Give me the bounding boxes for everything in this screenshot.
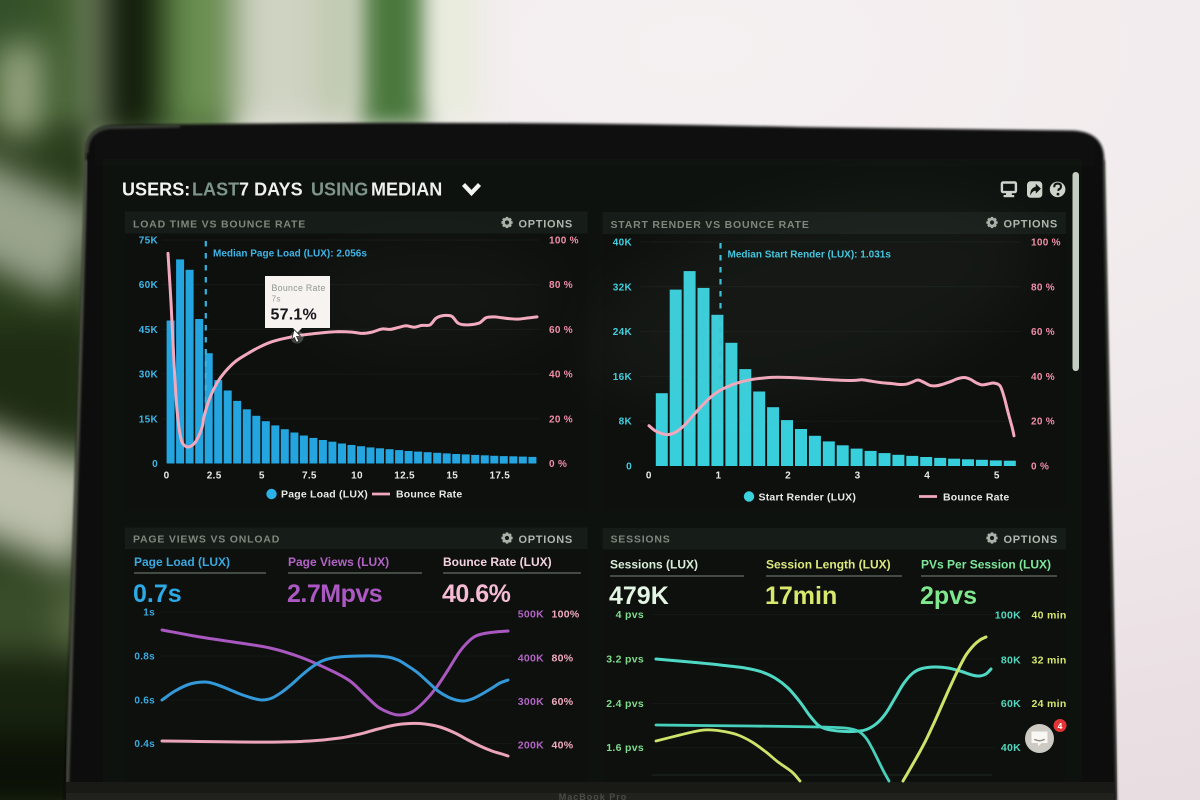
svg-text:60%: 60% xyxy=(552,696,574,708)
svg-text:1: 1 xyxy=(715,471,721,482)
svg-text:2.4 pvs: 2.4 pvs xyxy=(606,698,644,710)
svg-text:8K: 8K xyxy=(619,417,633,428)
svg-text:15K: 15K xyxy=(139,414,159,425)
svg-text:2.5: 2.5 xyxy=(207,471,222,482)
svg-text:OPTIONS: OPTIONS xyxy=(519,219,573,231)
svg-text:Median Page Load (LUX): 2.056s: Median Page Load (LUX): 2.056s xyxy=(213,249,367,260)
svg-text:80K: 80K xyxy=(1001,655,1021,667)
svg-text:40 %: 40 % xyxy=(549,370,573,381)
svg-text:100%: 100% xyxy=(552,609,580,621)
svg-text:7s: 7s xyxy=(272,295,281,304)
svg-text:0.8s: 0.8s xyxy=(134,652,155,663)
svg-text:PAGE VIEWS VS ONLOAD: PAGE VIEWS VS ONLOAD xyxy=(133,534,280,546)
svg-text:40.6%: 40.6% xyxy=(442,580,511,608)
svg-text:75K: 75K xyxy=(139,236,159,247)
svg-text:1.6 pvs: 1.6 pvs xyxy=(606,742,644,754)
svg-text:5: 5 xyxy=(259,471,265,482)
svg-text:Bounce Rate: Bounce Rate xyxy=(943,492,1009,504)
svg-text:60 %: 60 % xyxy=(549,325,573,336)
svg-text:4: 4 xyxy=(924,471,930,482)
svg-text:0 %: 0 % xyxy=(1031,462,1049,473)
svg-text:LOAD TIME VS BOUNCE RATE: LOAD TIME VS BOUNCE RATE xyxy=(133,219,306,231)
svg-text:100K: 100K xyxy=(995,610,1021,622)
svg-text:30K: 30K xyxy=(139,370,159,381)
svg-text:OPTIONS: OPTIONS xyxy=(519,534,573,546)
svg-text:Start Render (LUX): Start Render (LUX) xyxy=(759,492,857,504)
svg-text:0.4s: 0.4s xyxy=(134,739,155,750)
svg-text:60 %: 60 % xyxy=(1031,327,1055,338)
svg-text:7.5: 7.5 xyxy=(302,471,317,482)
svg-text:57.1%: 57.1% xyxy=(271,307,317,324)
svg-text:3: 3 xyxy=(855,471,861,482)
svg-text:2.7Mpvs: 2.7Mpvs xyxy=(287,580,382,608)
svg-text:1s: 1s xyxy=(143,608,155,619)
svg-text:40K: 40K xyxy=(1001,742,1021,754)
svg-text:17.5: 17.5 xyxy=(489,471,510,482)
svg-text:Page Views (LUX): Page Views (LUX) xyxy=(288,555,389,569)
svg-text:5: 5 xyxy=(994,471,1000,482)
svg-text:400K: 400K xyxy=(518,653,544,665)
svg-text:0 %: 0 % xyxy=(549,459,567,470)
svg-text:OPTIONS: OPTIONS xyxy=(1004,534,1058,546)
svg-text:SESSIONS: SESSIONS xyxy=(611,534,671,546)
svg-text:0.7s: 0.7s xyxy=(133,580,182,608)
svg-text:40K: 40K xyxy=(613,238,633,249)
svg-text:0: 0 xyxy=(164,471,170,482)
svg-text:Page Load (LUX): Page Load (LUX) xyxy=(281,489,368,501)
svg-text:100 %: 100 % xyxy=(1031,238,1061,249)
svg-text:Sessions (LUX): Sessions (LUX) xyxy=(610,558,698,572)
svg-text:20 %: 20 % xyxy=(1031,417,1055,428)
svg-text:PVs Per Session (LUX): PVs Per Session (LUX) xyxy=(921,558,1051,572)
svg-text:15: 15 xyxy=(446,471,458,482)
svg-text:20 %: 20 % xyxy=(549,414,573,425)
svg-text:10: 10 xyxy=(351,471,363,482)
svg-text:300K: 300K xyxy=(518,696,544,708)
svg-text:24 min: 24 min xyxy=(1032,698,1067,710)
svg-text:500K: 500K xyxy=(518,609,544,621)
svg-text:Bounce Rate: Bounce Rate xyxy=(396,489,462,501)
svg-text:MacBook Pro: MacBook Pro xyxy=(559,792,628,800)
svg-text:80%: 80% xyxy=(552,653,574,665)
svg-text:4: 4 xyxy=(1058,721,1063,731)
svg-text:0: 0 xyxy=(152,459,158,470)
svg-text:0.6s: 0.6s xyxy=(134,696,155,707)
svg-text:Bounce Rate (LUX): Bounce Rate (LUX) xyxy=(443,555,552,569)
svg-text:2pvs: 2pvs xyxy=(920,582,977,610)
svg-text:12.5: 12.5 xyxy=(394,471,415,482)
svg-text:200K: 200K xyxy=(518,740,544,752)
svg-text:0: 0 xyxy=(626,462,632,473)
svg-text:4 pvs: 4 pvs xyxy=(616,609,644,621)
svg-text:Session Length (LUX): Session Length (LUX) xyxy=(766,558,891,572)
svg-text:17min: 17min xyxy=(765,582,837,610)
svg-text:40 %: 40 % xyxy=(1031,372,1055,383)
svg-text:80 %: 80 % xyxy=(549,280,573,291)
svg-text:0: 0 xyxy=(646,471,652,482)
svg-text:Bounce Rate: Bounce Rate xyxy=(272,283,326,293)
svg-text:100 %: 100 % xyxy=(549,236,579,247)
svg-text:32 min: 32 min xyxy=(1032,655,1067,667)
svg-text:60K: 60K xyxy=(139,280,159,291)
svg-text:3.2 pvs: 3.2 pvs xyxy=(606,654,644,666)
svg-text:45K: 45K xyxy=(139,325,159,336)
svg-text:2: 2 xyxy=(785,471,791,482)
svg-text:40%: 40% xyxy=(552,740,574,752)
svg-text:Page Load (LUX): Page Load (LUX) xyxy=(134,555,230,569)
svg-text:80 %: 80 % xyxy=(1031,282,1055,293)
svg-text:479K: 479K xyxy=(609,582,669,610)
svg-text:60K: 60K xyxy=(1001,698,1021,710)
svg-text:40 min: 40 min xyxy=(1032,610,1067,622)
